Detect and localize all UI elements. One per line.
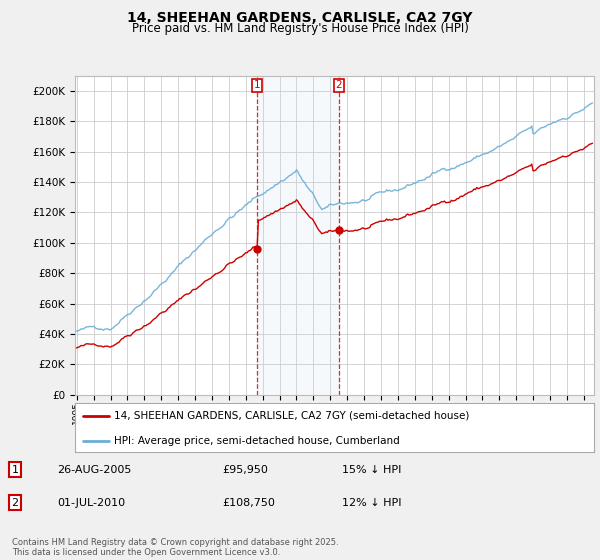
Text: 01-JUL-2010: 01-JUL-2010: [57, 498, 125, 508]
Text: 12% ↓ HPI: 12% ↓ HPI: [342, 498, 401, 508]
Text: 1: 1: [11, 465, 19, 475]
Text: HPI: Average price, semi-detached house, Cumberland: HPI: Average price, semi-detached house,…: [114, 436, 400, 446]
Bar: [257, 76, 339, 395]
Text: 2: 2: [335, 81, 342, 90]
Text: Contains HM Land Registry data © Crown copyright and database right 2025.
This d: Contains HM Land Registry data © Crown c…: [12, 538, 338, 557]
Text: £95,950: £95,950: [222, 465, 268, 475]
Text: 26-AUG-2005: 26-AUG-2005: [57, 465, 131, 475]
Text: 14, SHEEHAN GARDENS, CARLISLE, CA2 7GY (semi-detached house): 14, SHEEHAN GARDENS, CARLISLE, CA2 7GY (…: [114, 411, 469, 421]
Text: £108,750: £108,750: [222, 498, 275, 508]
Text: 2: 2: [11, 498, 19, 508]
Text: Price paid vs. HM Land Registry's House Price Index (HPI): Price paid vs. HM Land Registry's House …: [131, 22, 469, 35]
Text: 15% ↓ HPI: 15% ↓ HPI: [342, 465, 401, 475]
Text: 14, SHEEHAN GARDENS, CARLISLE, CA2 7GY: 14, SHEEHAN GARDENS, CARLISLE, CA2 7GY: [127, 11, 473, 25]
Text: 1: 1: [253, 81, 260, 90]
